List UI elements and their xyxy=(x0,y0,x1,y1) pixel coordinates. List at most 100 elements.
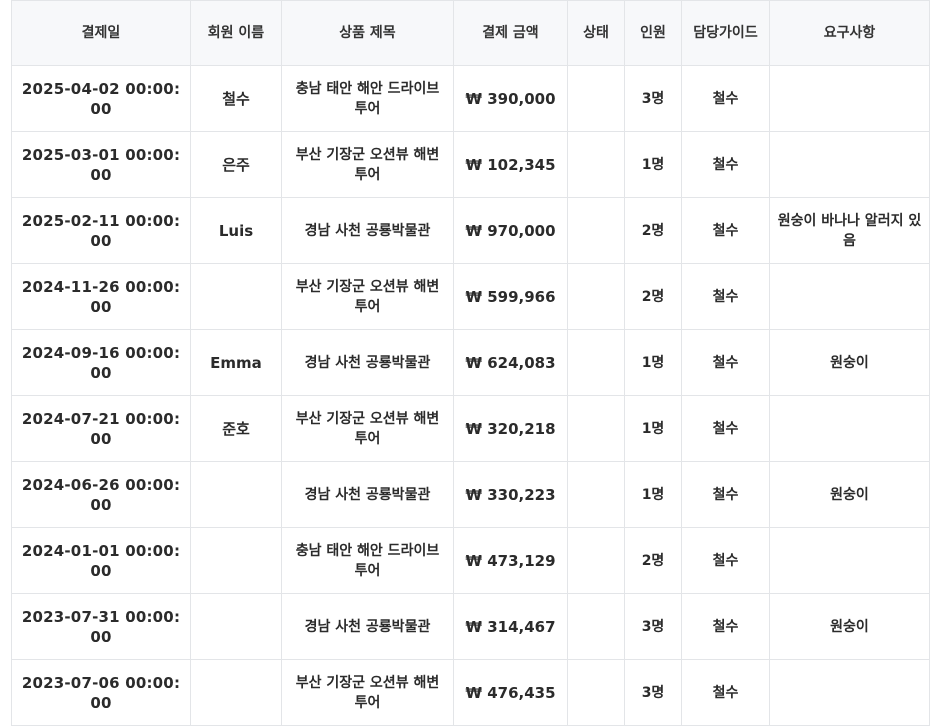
cell-payment-date: 2024-11-26 00:00:00 xyxy=(11,263,191,330)
cell-guide: 철수 xyxy=(681,65,770,132)
cell-status xyxy=(567,329,625,396)
cell-product-title: 경남 사천 공룡박물관 xyxy=(281,593,454,660)
cell-people-count: 1명 xyxy=(624,329,682,396)
cell-requests xyxy=(769,263,930,330)
cell-payment-amount: ₩ 970,000 xyxy=(453,197,568,264)
cell-product-title: 부산 기장군 오션뷰 해변 투어 xyxy=(281,131,454,198)
cell-people-count: 2명 xyxy=(624,527,682,594)
cell-payment-amount: ₩ 599,966 xyxy=(453,263,568,330)
cell-guide: 철수 xyxy=(681,659,770,726)
table-row[interactable]: 2024-09-16 00:00:00 Emma 경남 사천 공룡박물관 ₩ 6… xyxy=(11,329,930,396)
header-guide[interactable]: 담당가이드 xyxy=(681,0,770,66)
cell-payment-amount: ₩ 320,218 xyxy=(453,395,568,462)
cell-people-count: 3명 xyxy=(624,65,682,132)
cell-people-count: 1명 xyxy=(624,131,682,198)
header-payment-date[interactable]: 결제일 xyxy=(11,0,191,66)
cell-requests: 원숭이 xyxy=(769,593,930,660)
cell-requests: 원숭이 바나나 알러지 있음 xyxy=(769,197,930,264)
cell-people-count: 1명 xyxy=(624,461,682,528)
cell-guide: 철수 xyxy=(681,461,770,528)
table-row[interactable]: 2024-07-21 00:00:00 준호 부산 기장군 오션뷰 해변 투어 … xyxy=(11,395,930,462)
cell-member-name: 은주 xyxy=(190,131,282,198)
cell-payment-date: 2024-06-26 00:00:00 xyxy=(11,461,191,528)
cell-guide: 철수 xyxy=(681,593,770,660)
cell-requests xyxy=(769,395,930,462)
cell-member-name: Luis xyxy=(190,197,282,264)
cell-product-title: 경남 사천 공룡박물관 xyxy=(281,461,454,528)
cell-people-count: 2명 xyxy=(624,197,682,264)
cell-status xyxy=(567,395,625,462)
table-row[interactable]: 2024-01-01 00:00:00 충남 태안 해안 드라이브 투어 ₩ 4… xyxy=(11,527,930,594)
header-product-title[interactable]: 상품 제목 xyxy=(281,0,454,66)
cell-status xyxy=(567,131,625,198)
cell-payment-date: 2024-07-21 00:00:00 xyxy=(11,395,191,462)
cell-status xyxy=(567,593,625,660)
cell-people-count: 3명 xyxy=(624,593,682,660)
cell-payment-amount: ₩ 314,467 xyxy=(453,593,568,660)
cell-requests: 원숭이 xyxy=(769,329,930,396)
payments-table: 결제일 회원 이름 상품 제목 결제 금액 상태 인원 담당가이드 요구사항 2… xyxy=(11,0,930,726)
table-row[interactable]: 2025-03-01 00:00:00 은주 부산 기장군 오션뷰 해변 투어 … xyxy=(11,131,930,198)
cell-member-name xyxy=(190,461,282,528)
cell-payment-date: 2025-03-01 00:00:00 xyxy=(11,131,191,198)
cell-status xyxy=(567,65,625,132)
cell-member-name xyxy=(190,527,282,594)
cell-product-title: 경남 사천 공룡박물관 xyxy=(281,329,454,396)
cell-member-name: 준호 xyxy=(190,395,282,462)
header-people-count[interactable]: 인원 xyxy=(624,0,682,66)
table-row[interactable]: 2024-06-26 00:00:00 경남 사천 공룡박물관 ₩ 330,22… xyxy=(11,461,930,528)
cell-payment-date: 2023-07-06 00:00:00 xyxy=(11,659,191,726)
cell-people-count: 3명 xyxy=(624,659,682,726)
cell-status xyxy=(567,527,625,594)
cell-status xyxy=(567,197,625,264)
cell-requests xyxy=(769,527,930,594)
table-row[interactable]: 2025-02-11 00:00:00 Luis 경남 사천 공룡박물관 ₩ 9… xyxy=(11,197,930,264)
cell-product-title: 부산 기장군 오션뷰 해변 투어 xyxy=(281,263,454,330)
cell-payment-amount: ₩ 476,435 xyxy=(453,659,568,726)
payments-table-container: 결제일 회원 이름 상품 제목 결제 금액 상태 인원 담당가이드 요구사항 2… xyxy=(11,0,930,726)
cell-payment-amount: ₩ 473,129 xyxy=(453,527,568,594)
header-payment-amount[interactable]: 결제 금액 xyxy=(453,0,568,66)
cell-status xyxy=(567,263,625,330)
cell-payment-date: 2023-07-31 00:00:00 xyxy=(11,593,191,660)
cell-payment-date: 2024-09-16 00:00:00 xyxy=(11,329,191,396)
cell-product-title: 경남 사천 공룡박물관 xyxy=(281,197,454,264)
table-row[interactable]: 2024-11-26 00:00:00 부산 기장군 오션뷰 해변 투어 ₩ 5… xyxy=(11,263,930,330)
cell-guide: 철수 xyxy=(681,131,770,198)
cell-requests xyxy=(769,65,930,132)
cell-guide: 철수 xyxy=(681,263,770,330)
cell-people-count: 1명 xyxy=(624,395,682,462)
cell-payment-date: 2024-01-01 00:00:00 xyxy=(11,527,191,594)
cell-guide: 철수 xyxy=(681,197,770,264)
cell-payment-date: 2025-04-02 00:00:00 xyxy=(11,65,191,132)
table-row[interactable]: 2023-07-06 00:00:00 부산 기장군 오션뷰 해변 투어 ₩ 4… xyxy=(11,659,930,726)
cell-member-name xyxy=(190,593,282,660)
header-status[interactable]: 상태 xyxy=(567,0,625,66)
cell-member-name xyxy=(190,659,282,726)
cell-payment-date: 2025-02-11 00:00:00 xyxy=(11,197,191,264)
cell-people-count: 2명 xyxy=(624,263,682,330)
cell-status xyxy=(567,461,625,528)
cell-payment-amount: ₩ 390,000 xyxy=(453,65,568,132)
cell-payment-amount: ₩ 102,345 xyxy=(453,131,568,198)
cell-requests xyxy=(769,131,930,198)
cell-product-title: 충남 태안 해안 드라이브 투어 xyxy=(281,527,454,594)
cell-payment-amount: ₩ 624,083 xyxy=(453,329,568,396)
cell-product-title: 부산 기장군 오션뷰 해변 투어 xyxy=(281,659,454,726)
table-header-row: 결제일 회원 이름 상품 제목 결제 금액 상태 인원 담당가이드 요구사항 xyxy=(11,0,930,66)
cell-status xyxy=(567,659,625,726)
table-row[interactable]: 2023-07-31 00:00:00 경남 사천 공룡박물관 ₩ 314,46… xyxy=(11,593,930,660)
cell-guide: 철수 xyxy=(681,527,770,594)
cell-requests: 원숭이 xyxy=(769,461,930,528)
cell-member-name xyxy=(190,263,282,330)
header-member-name[interactable]: 회원 이름 xyxy=(190,0,282,66)
cell-member-name: 철수 xyxy=(190,65,282,132)
cell-requests xyxy=(769,659,930,726)
cell-guide: 철수 xyxy=(681,395,770,462)
cell-product-title: 부산 기장군 오션뷰 해변 투어 xyxy=(281,395,454,462)
header-requests[interactable]: 요구사항 xyxy=(769,0,930,66)
cell-guide: 철수 xyxy=(681,329,770,396)
cell-payment-amount: ₩ 330,223 xyxy=(453,461,568,528)
table-row[interactable]: 2025-04-02 00:00:00 철수 충남 태안 해안 드라이브 투어 … xyxy=(11,65,930,132)
cell-member-name: Emma xyxy=(190,329,282,396)
